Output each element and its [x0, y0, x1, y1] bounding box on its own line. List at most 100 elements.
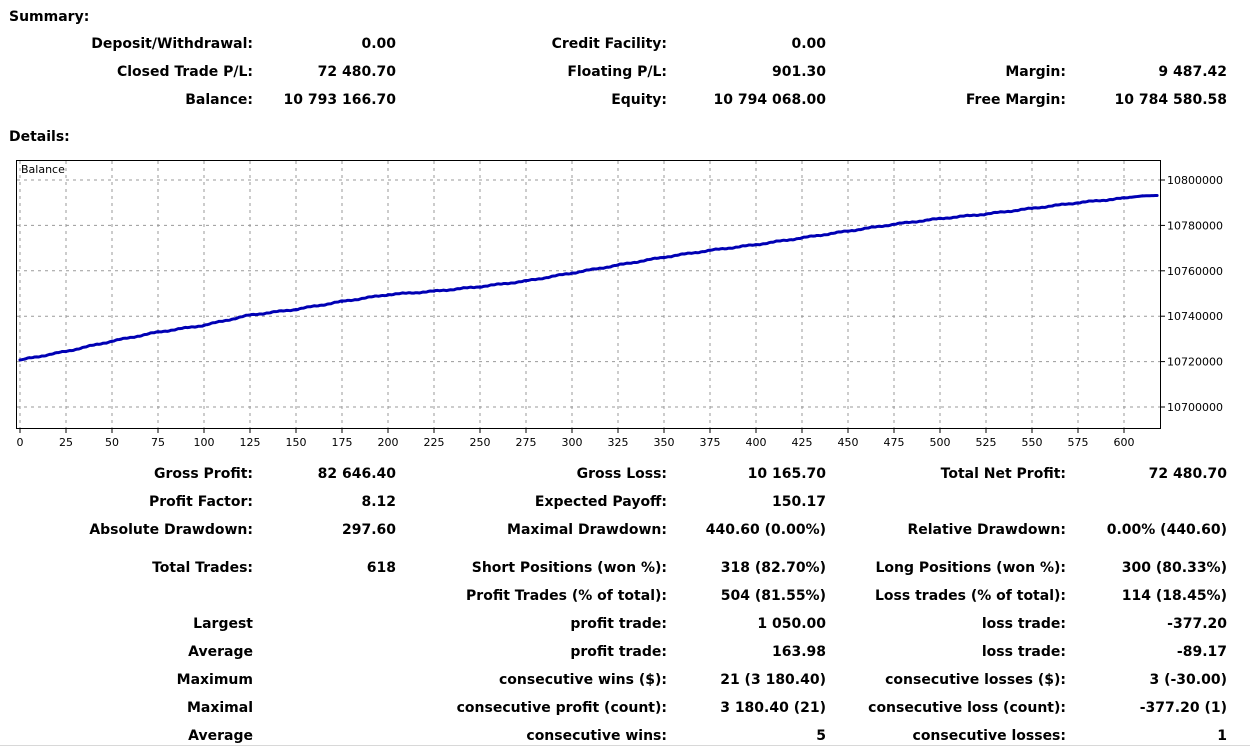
x-tick-label: 50: [105, 436, 119, 449]
x-tick-label: 150: [286, 436, 307, 449]
maximal-consecutive-loss-label: consecutive loss (count):: [868, 700, 1066, 716]
max-consecutive-losses-value: 3 (-30.00): [1149, 672, 1227, 688]
balance-point: [984, 212, 988, 216]
balance-point: [64, 349, 68, 353]
balance-point: [202, 323, 206, 327]
maximal-consecutive-loss-value: -377.20 (1): [1139, 700, 1227, 716]
loss-trades-label: Loss trades (% of total):: [875, 588, 1066, 604]
deposit-label: Deposit/Withdrawal:: [91, 36, 253, 52]
absolute-drawdown-label: Absolute Drawdown:: [89, 522, 253, 538]
average-profit-trade-label: profit trade:: [570, 644, 667, 660]
max-consecutive-wins-value: 21 (3 180.40): [720, 672, 826, 688]
x-tick-label: 375: [700, 436, 721, 449]
balance-point: [1140, 194, 1144, 198]
avg-consecutive-wins-value: 5: [816, 728, 826, 744]
balance-point: [386, 293, 390, 297]
x-tick-label: 425: [792, 436, 813, 449]
average-consecutive-label: Average: [188, 728, 253, 744]
x-tick-label: 225: [424, 436, 445, 449]
y-tick-label: 10760000: [1167, 265, 1223, 278]
balance-point: [18, 358, 22, 362]
balance-series-line: [19, 194, 1158, 362]
largest-profit-trade-label: profit trade:: [570, 616, 667, 632]
maximal-label: Maximal: [186, 700, 253, 716]
balance-point: [156, 330, 160, 334]
bottom-divider: [0, 745, 1250, 746]
maximal-drawdown-value: 440.60 (0.00%): [705, 522, 826, 538]
x-tick-label: 100: [194, 436, 215, 449]
balance-point: [248, 313, 252, 317]
profit-factor-value: 8.12: [361, 494, 396, 510]
largest-profit-trade-value: 1 050.00: [757, 616, 826, 632]
x-tick-label: 550: [1022, 436, 1043, 449]
balance-point: [1076, 201, 1080, 205]
balance-point: [478, 285, 482, 289]
balance-point: [754, 243, 758, 247]
balance-point: [432, 289, 436, 293]
details-header: Details:: [9, 129, 70, 145]
maximal-drawdown-label: Maximal Drawdown:: [507, 522, 667, 538]
avg-consecutive-losses-label: consecutive losses:: [912, 728, 1066, 744]
x-tick-label: 125: [240, 436, 261, 449]
balance-label: Balance:: [185, 92, 253, 108]
total-net-profit-value: 72 480.70: [1148, 466, 1227, 482]
profit-trades-value: 504 (81.55%): [720, 588, 826, 604]
plot-frame: [16, 160, 1161, 429]
balance-point: [800, 236, 804, 240]
relative-drawdown-value: 0.00% (440.60): [1106, 522, 1227, 538]
y-tick-label: 10700000: [1167, 401, 1223, 414]
balance-chart-svg: 10700000 10720000 10740000 10760000 10780000…: [16, 160, 1223, 449]
gross-loss-label: Gross Loss:: [576, 466, 667, 482]
average-loss-trade-value: -89.17: [1176, 644, 1227, 660]
balance-point: [616, 263, 620, 267]
x-tick-label: 25: [59, 436, 73, 449]
balance-point: [1122, 196, 1126, 200]
x-tick-label: 500: [930, 436, 951, 449]
y-tick-label: 10800000: [1167, 174, 1223, 187]
maximum-label: Maximum: [176, 672, 253, 688]
margin-value: 9 487.42: [1158, 64, 1227, 80]
max-consecutive-losses-label: consecutive losses ($):: [885, 672, 1066, 688]
average-profit-trade-value: 163.98: [771, 644, 826, 660]
average-loss-trade-label: loss trade:: [981, 644, 1066, 660]
relative-drawdown-label: Relative Drawdown:: [907, 522, 1066, 538]
credit-value: 0.00: [791, 36, 826, 52]
equity-value: 10 794 068.00: [713, 92, 826, 108]
gross-profit-value: 82 646.40: [317, 466, 396, 482]
legend-balance: Balance: [21, 163, 65, 176]
balance-point: [662, 255, 666, 259]
absolute-drawdown-value: 297.60: [341, 522, 396, 538]
gross-profit-label: Gross Profit:: [153, 466, 253, 482]
closed-pl-value: 72 480.70: [317, 64, 396, 80]
balance-chart: 10700000 10720000 10740000 10760000 10780000…: [0, 155, 1250, 450]
balance-point: [892, 222, 896, 226]
free-margin-label: Free Margin:: [965, 92, 1066, 108]
y-tick-label: 10720000: [1167, 356, 1223, 369]
average-label: Average: [188, 644, 253, 660]
maximal-consecutive-profit-label: consecutive profit (count):: [456, 700, 667, 716]
expected-payoff-label: Expected Payoff:: [534, 494, 667, 510]
total-net-profit-label: Total Net Profit:: [940, 466, 1066, 482]
largest-label: Largest: [193, 616, 253, 632]
deposit-value: 0.00: [361, 36, 396, 52]
balance-point: [1155, 194, 1159, 198]
x-tick-label: 400: [746, 436, 767, 449]
avg-consecutive-wins-label: consecutive wins:: [526, 728, 667, 744]
short-positions-value: 318 (82.70%): [720, 560, 826, 576]
x-tick-label: 325: [608, 436, 629, 449]
free-margin-value: 10 784 580.58: [1114, 92, 1227, 108]
largest-loss-trade-label: loss trade:: [981, 616, 1066, 632]
summary-header: Summary:: [9, 9, 90, 25]
balance-point: [938, 217, 942, 221]
balance-point: [708, 248, 712, 252]
balance-value: 10 793 166.70: [283, 92, 396, 108]
long-positions-value: 300 (80.33%): [1121, 560, 1227, 576]
x-tick-label: 200: [378, 436, 399, 449]
balance-point: [340, 299, 344, 303]
balance-point: [294, 307, 298, 311]
floating-pl-value: 901.30: [771, 64, 826, 80]
equity-label: Equity:: [611, 92, 667, 108]
x-tick-label: 250: [470, 436, 491, 449]
x-tick-label: 475: [884, 436, 905, 449]
x-tick-label: 525: [976, 436, 997, 449]
